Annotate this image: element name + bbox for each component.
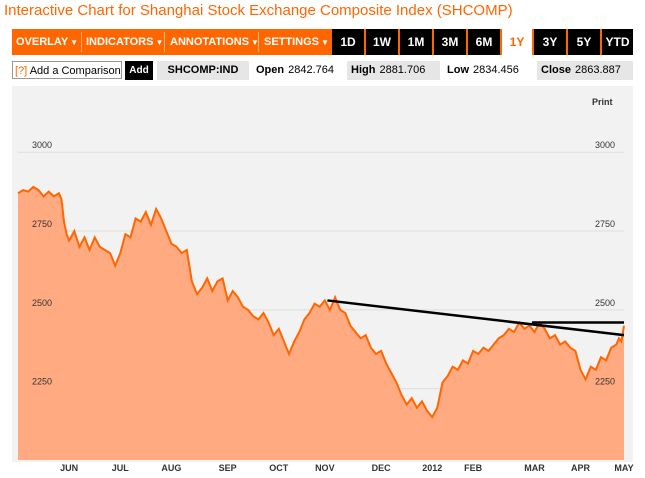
settings-menu[interactable]: SETTINGS ▼ [264, 36, 329, 48]
trendline[interactable] [327, 299, 625, 337]
annotations-menu[interactable]: ANNOTATIONS ▼ [170, 36, 259, 48]
add-comparison-button[interactable]: Add [125, 61, 153, 80]
y-tick-label-left: 2500 [32, 298, 52, 308]
x-tick-label: JUL [112, 463, 130, 473]
range-ytd-button[interactable]: YTD [602, 29, 633, 55]
comparison-placeholder: Add a Comparison [29, 65, 121, 77]
page-title: Interactive Chart for Shanghai Stock Exc… [4, 2, 513, 19]
x-tick-label: OCT [269, 463, 289, 473]
y-tick-label-right: 2250 [595, 377, 615, 387]
range-1w-button[interactable]: 1W [366, 29, 398, 55]
x-tick-label: JUN [60, 463, 78, 473]
comparison-input[interactable]: [?] Add a Comparison [12, 61, 122, 79]
x-tick-label: MAY [614, 463, 633, 473]
y-tick-label-left: 3000 [32, 140, 52, 150]
ticker-symbol: SHCOMP:IND [157, 61, 249, 80]
open-stat: Open 2842.764 [256, 64, 335, 76]
x-tick-label: SEP [219, 463, 237, 473]
range-1y-button[interactable]: 1Y [502, 29, 532, 55]
y-tick-label-right: 3000 [595, 140, 615, 150]
price-area [18, 186, 624, 460]
x-tick-label: 2012 [422, 463, 442, 473]
x-tick-label: AUG [161, 463, 181, 473]
range-1d-button[interactable]: 1D [332, 29, 364, 55]
range-5y-button[interactable]: 5Y [568, 29, 600, 55]
low-stat: Low 2834.456 [447, 64, 519, 76]
dropdown-arrow-icon: ▼ [321, 38, 329, 47]
range-3m-button[interactable]: 3M [434, 29, 466, 55]
help-link[interactable]: [?] [15, 65, 28, 77]
range-6m-button[interactable]: 6M [468, 29, 500, 55]
range-3y-button[interactable]: 3Y [534, 29, 566, 55]
x-tick-label: DEC [372, 463, 392, 473]
close-stat: Close 2863.887 [537, 61, 633, 80]
price-line [17, 185, 625, 419]
indicators-menu[interactable]: INDICATORS ▼ [86, 36, 164, 48]
y-tick-label-right: 2750 [595, 219, 615, 229]
y-tick-label-right: 2500 [595, 298, 615, 308]
x-tick-label: FEB [464, 463, 483, 473]
print-link[interactable]: Print [592, 97, 613, 107]
y-tick-label-left: 2250 [32, 377, 52, 387]
high-stat: High 2881.706 [347, 61, 440, 80]
dropdown-arrow-icon: ▼ [155, 38, 164, 47]
x-tick-label: NOV [315, 463, 335, 473]
range-1m-button[interactable]: 1M [400, 29, 432, 55]
y-tick-label-left: 2750 [32, 219, 52, 229]
dropdown-arrow-icon: ▼ [70, 38, 79, 47]
x-tick-label: MAR [524, 463, 545, 473]
dropdown-arrow-icon: ▼ [251, 38, 259, 47]
overlay-menu[interactable]: OVERLAY ▼ [16, 36, 79, 48]
x-tick-label: APR [571, 463, 591, 473]
